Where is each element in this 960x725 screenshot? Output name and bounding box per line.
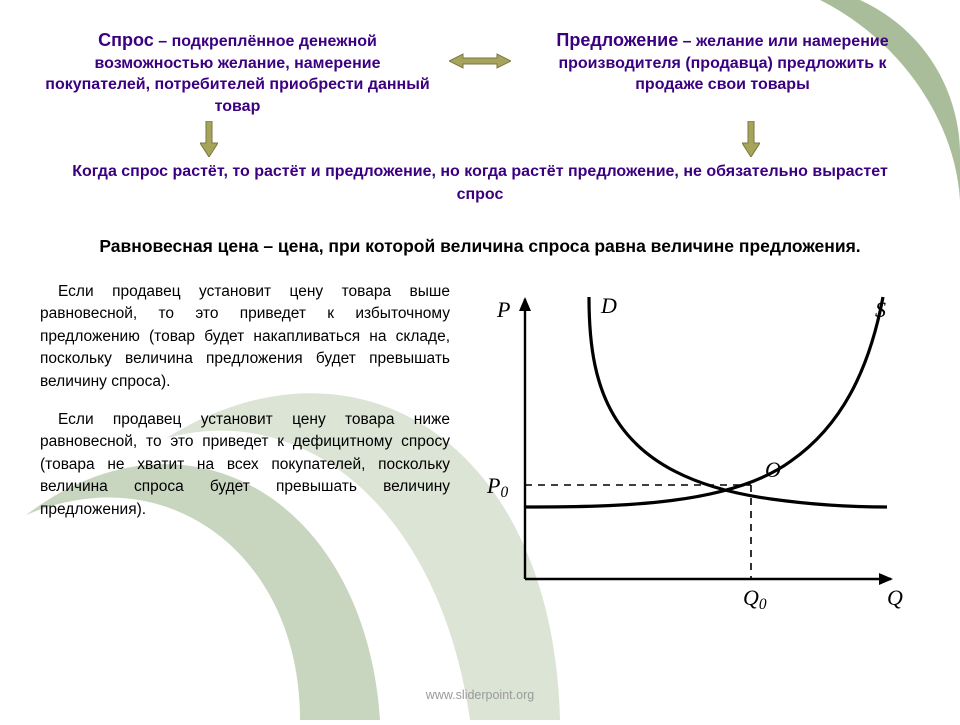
svg-text:P0: P0 [486,473,508,501]
down-arrow-icon [742,121,760,157]
svg-text:S: S [875,297,886,322]
double-arrow-icon [445,28,515,70]
relation-text: Когда спрос растёт, то растёт и предложе… [40,157,920,206]
down-arrows-row [40,117,920,157]
supply-demand-chart: P D S O Q P0 Q0 [462,281,920,611]
supply-term: Предложение [556,30,678,50]
definitions-row: Спрос – подкреплённое денежной возможнос… [40,28,920,117]
svg-text:O: O [765,457,781,482]
down-arrow-icon [200,121,218,157]
paragraph-excess-supply: Если продавец установит цену товара выше… [40,281,450,393]
demand-term: Спрос [98,30,154,50]
paragraph-deficit-demand: Если продавец установит цену товара ниже… [40,409,450,521]
svg-text:Q0: Q0 [743,585,767,611]
demand-definition: Спрос – подкреплённое денежной возможнос… [40,28,435,117]
supply-definition: Предложение – желание или намерение прои… [525,28,920,96]
svg-text:P: P [496,297,510,322]
footer-link: www.sliderpoint.org [0,688,960,702]
svg-text:D: D [600,293,617,318]
equilibrium-definition: Равновесная цена – цена, при которой вел… [40,206,920,259]
explanation-text: Если продавец установит цену товара выше… [40,281,450,611]
svg-text:Q: Q [887,585,903,610]
